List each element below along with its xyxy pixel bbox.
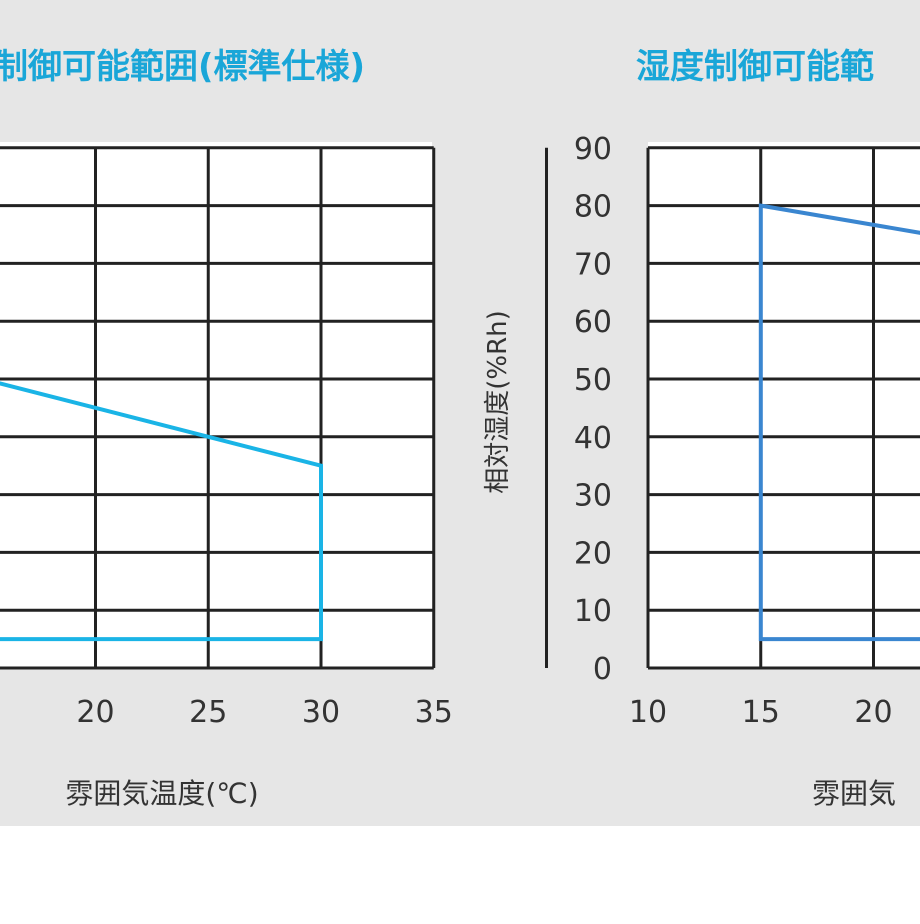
right-y-tick-labels: 0 10 20 30 40 50 60 70 80 90 <box>574 132 612 687</box>
y-tick-label: 20 <box>574 536 612 571</box>
x-tick-label: 20 <box>76 695 114 730</box>
left-chart: 制御可能範囲(標準仕様) 20 25 30 35 雰囲気温度(℃) <box>0 47 548 810</box>
x-tick-label: 15 <box>742 695 780 730</box>
right-chart: 湿度制御可能範 10 15 20 0 10 20 30 40 50 60 70 80 90 相対湿度(… <box>483 47 920 810</box>
y-tick-label: 70 <box>574 247 612 282</box>
right-chart-title: 湿度制御可能範 <box>636 47 874 87</box>
right-x-axis-label: 雰囲気 <box>812 777 896 810</box>
x-tick-label: 20 <box>854 695 892 730</box>
y-tick-label: 40 <box>574 421 612 456</box>
right-plot-area <box>648 142 920 668</box>
right-x-tick-labels: 10 15 20 <box>629 695 893 730</box>
y-tick-label: 30 <box>574 479 612 514</box>
left-plot-area <box>0 142 432 668</box>
right-series-line <box>758 203 920 642</box>
left-grid <box>0 146 548 670</box>
y-tick-label: 10 <box>574 594 612 629</box>
y-tick-label: 80 <box>574 190 612 225</box>
x-tick-label: 10 <box>629 695 667 730</box>
left-chart-title: 制御可能範囲(標準仕様) <box>0 47 365 87</box>
left-x-axis-label: 雰囲気温度(℃) <box>65 777 258 810</box>
y-tick-label: 0 <box>593 652 612 687</box>
left-x-tick-labels: 20 25 30 35 <box>76 695 452 730</box>
x-tick-label: 30 <box>302 695 340 730</box>
right-y-axis-label: 相対湿度(%Rh) <box>483 310 513 494</box>
left-series-line <box>0 381 323 642</box>
y-tick-label: 90 <box>574 132 612 167</box>
y-tick-label: 50 <box>574 363 612 398</box>
y-tick-label: 60 <box>574 305 612 340</box>
x-tick-label: 35 <box>415 695 453 730</box>
x-tick-label: 25 <box>189 695 227 730</box>
